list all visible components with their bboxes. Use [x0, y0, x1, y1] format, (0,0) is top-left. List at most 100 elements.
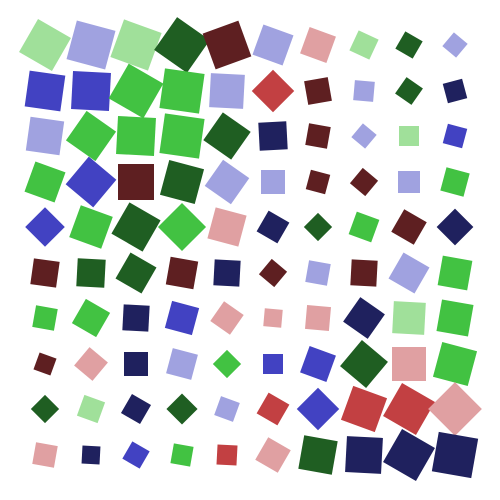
square-r3-c1	[65, 156, 116, 207]
square-r6-c1	[71, 298, 110, 338]
square-r8-c2	[120, 393, 152, 425]
square-r8-c3	[165, 393, 198, 425]
square-r6-c9	[435, 299, 474, 337]
square-r2-c1	[65, 110, 116, 162]
square-r7-c4	[212, 349, 242, 378]
square-r2-c3	[158, 113, 205, 159]
square-r9-c4	[216, 443, 238, 466]
square-r9-c9	[431, 431, 478, 478]
square-r1-c2	[108, 63, 164, 118]
square-r3-c6	[305, 169, 331, 194]
square-r4-c8	[391, 209, 427, 245]
square-r6-c3	[164, 300, 199, 336]
square-r8-c6	[296, 387, 340, 431]
square-r8-c0	[30, 394, 60, 424]
square-r7-c0	[33, 351, 57, 376]
square-r6-c5	[262, 308, 283, 328]
square-r8-c1	[76, 394, 105, 424]
square-r2-c2	[116, 116, 156, 156]
square-r1-c9	[442, 78, 467, 103]
square-r5-c9	[437, 255, 472, 290]
square-r9-c6	[298, 434, 338, 475]
square-r5-c4	[213, 258, 241, 287]
square-r7-c7	[339, 339, 388, 388]
square-r1-c5	[251, 69, 294, 112]
square-r4-c2	[111, 202, 161, 252]
square-r0-c5	[251, 24, 294, 66]
square-r3-c2	[118, 163, 154, 200]
square-r5-c5	[258, 258, 287, 287]
square-r6-c8	[392, 301, 426, 335]
square-r2-c9	[442, 123, 467, 149]
square-r1-c4	[209, 72, 245, 109]
square-r0-c1	[66, 20, 115, 70]
square-r0-c0	[19, 19, 71, 71]
square-r3-c8	[398, 170, 420, 193]
square-r5-c0	[30, 257, 60, 288]
square-r3-c9	[439, 166, 470, 197]
square-r9-c5	[254, 436, 291, 473]
square-r6-c7	[342, 297, 385, 339]
square-r1-c8	[395, 76, 423, 105]
square-r7-c1	[73, 346, 108, 381]
square-r2-c7	[350, 123, 377, 149]
square-r4-c9	[436, 208, 473, 246]
square-r0-c8	[395, 31, 423, 59]
square-r1-c1	[70, 70, 111, 111]
square-r4-c6	[303, 212, 333, 242]
square-r6-c6	[304, 304, 332, 332]
square-r4-c4	[207, 207, 247, 247]
square-r6-c0	[32, 305, 58, 331]
square-r3-c7	[349, 167, 378, 196]
square-r2-c8	[399, 126, 419, 146]
square-r9-c0	[32, 441, 58, 468]
square-r9-c8	[383, 428, 435, 481]
square-r8-c9	[427, 382, 482, 436]
square-r8-c7	[340, 385, 387, 433]
square-r6-c2	[122, 304, 150, 332]
square-r9-c2	[122, 440, 150, 469]
square-r5-c3	[165, 256, 198, 289]
square-r9-c1	[81, 445, 100, 464]
square-r7-c9	[432, 341, 477, 386]
square-r0-c9	[441, 32, 468, 58]
square-r7-c3	[165, 347, 198, 380]
square-r2-c0	[25, 116, 65, 156]
square-r1-c6	[304, 76, 332, 105]
square-r4-c5	[256, 210, 289, 244]
square-r0-c7	[348, 30, 379, 60]
square-r0-c3	[153, 17, 210, 73]
square-r4-c1	[68, 205, 113, 249]
square-r2-c5	[257, 121, 288, 151]
square-r3-c3	[159, 159, 204, 204]
square-r2-c4	[203, 112, 251, 160]
square-r5-c6	[305, 259, 331, 286]
square-r0-c2	[110, 19, 162, 71]
square-r4-c7	[348, 211, 379, 243]
square-r0-c6	[300, 27, 336, 63]
square-r1-c0	[24, 70, 66, 111]
square-r0-c4	[202, 20, 252, 70]
square-r8-c4	[214, 396, 240, 422]
square-r7-c2	[124, 351, 148, 376]
square-r5-c2	[115, 252, 157, 293]
square-r9-c3	[169, 442, 194, 467]
square-r5-c7	[349, 258, 378, 287]
square-r7-c8	[392, 346, 426, 381]
square-r1-c3	[158, 67, 205, 114]
square-r5-c1	[75, 257, 106, 288]
square-r4-c0	[25, 207, 65, 247]
square-r7-c5	[262, 353, 283, 374]
square-r3-c0	[24, 160, 66, 203]
square-r4-c3	[157, 202, 206, 252]
square-r5-c8	[388, 252, 430, 293]
square-r2-c6	[305, 123, 331, 149]
square-r8-c5	[256, 392, 289, 426]
square-r1-c7	[352, 79, 375, 102]
square-r9-c7	[344, 435, 383, 474]
square-r3-c4	[204, 159, 250, 204]
square-r6-c4	[210, 301, 244, 335]
square-r7-c6	[300, 345, 336, 382]
square-r3-c5	[260, 169, 285, 194]
